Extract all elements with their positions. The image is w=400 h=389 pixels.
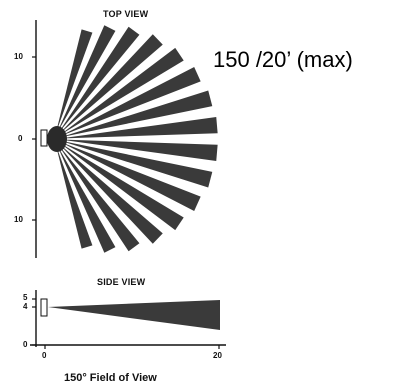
detection-beam	[56, 25, 116, 134]
top-view-sensor	[40, 129, 48, 147]
detection-beam	[58, 142, 184, 231]
field-of-view-caption: 150° Field of View	[64, 372, 157, 384]
side-view-sensor	[40, 298, 48, 317]
top-view-tick-label-10-upper: 10	[14, 52, 23, 61]
top-view-sensor-hub	[47, 126, 67, 152]
side-view-xtick-label-0: 0	[42, 351, 47, 360]
detection-beam	[57, 143, 140, 252]
detection-beam	[58, 47, 184, 136]
detection-beam	[59, 141, 201, 212]
detection-beam	[59, 140, 213, 188]
detection-beam	[58, 143, 163, 244]
detection-beam	[57, 26, 140, 135]
detection-beam	[56, 144, 116, 253]
side-view-xtick-label-20: 20	[213, 351, 222, 360]
side-view-ytick-label-0: 0	[23, 340, 28, 349]
side-view-ytick-label-5: 5	[23, 293, 28, 302]
top-view-tick-label-0: 0	[18, 134, 23, 143]
top-view-tick-label-10-lower: 10	[14, 215, 23, 224]
detection-beam	[59, 116, 218, 139]
top-view-detection-fan	[55, 25, 218, 253]
top-view-title: TOP VIEW	[103, 9, 149, 19]
detection-beam	[55, 29, 93, 134]
detection-beam	[59, 139, 218, 162]
detection-beam	[58, 34, 163, 135]
side-view-detection-wedge	[48, 300, 220, 330]
side-view-ytick-label-4: 4	[23, 302, 28, 311]
range-spec-label: 150 /20’ (max)	[213, 47, 353, 72]
side-view-title: SIDE VIEW	[97, 277, 146, 287]
detection-beam	[59, 66, 201, 137]
detection-beam	[59, 90, 213, 138]
detection-beam	[55, 144, 93, 249]
